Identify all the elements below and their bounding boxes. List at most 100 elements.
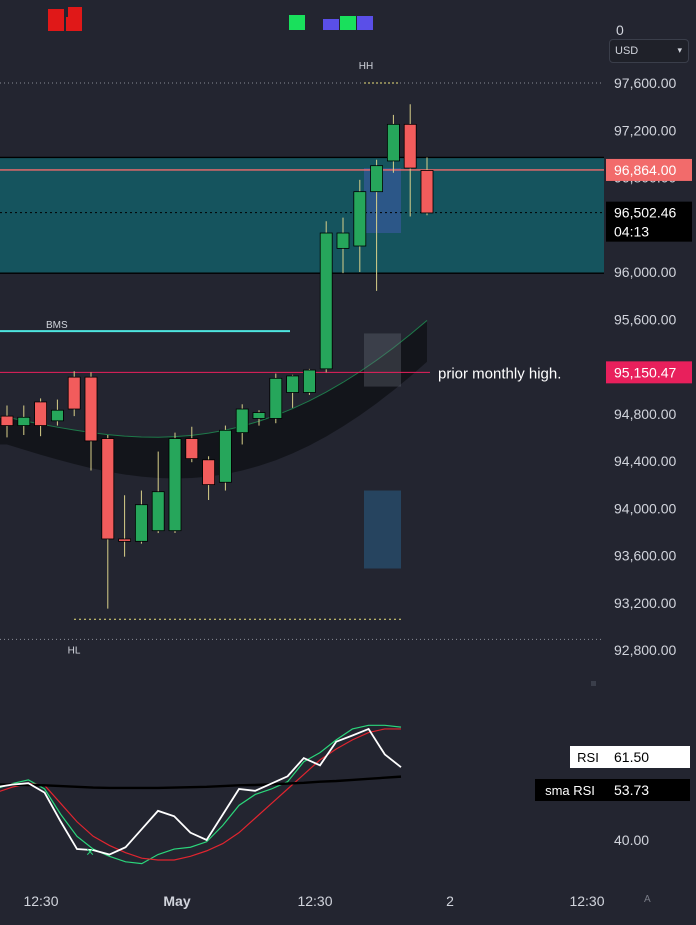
rsi-cross-marker: × (86, 844, 94, 860)
price-tick-label: 94,800.00 (614, 406, 676, 422)
rsi-value: 61.50 (614, 749, 649, 765)
candles-layer[interactable] (0, 104, 434, 609)
last-price-badge[interactable]: 96,502.46 04:13 (606, 201, 692, 242)
candle-16[interactable] (269, 373, 283, 424)
status-block-green-2 (340, 16, 356, 30)
chevron-down-icon: ▾ (677, 45, 682, 55)
sma-rsi-line (0, 775, 402, 790)
candle-body (34, 401, 47, 426)
candle-body (302, 369, 316, 393)
rsi-value-badge[interactable]: RSI 61.50 (570, 746, 690, 768)
candle-body (67, 376, 81, 410)
status-block-blue-1 (323, 19, 339, 30)
candle-body (151, 491, 165, 532)
candle-20[interactable] (336, 217, 350, 274)
time-axis-label: 12:30 (297, 893, 332, 909)
price-axis-layer[interactable]: 097,600.0097,200.0096,800.0096,400.0096,… (606, 22, 692, 658)
candle-19[interactable] (319, 221, 333, 373)
candle-body (403, 123, 417, 169)
price-tick-label: 96,000.00 (614, 264, 676, 280)
candle-11[interactable] (185, 426, 199, 463)
currency-select[interactable]: USD ▾ (609, 39, 689, 63)
candle-body (218, 429, 232, 483)
prior-monthly-high-price: 95,150.47 (614, 364, 676, 380)
candle-9[interactable] (151, 451, 165, 534)
candle-0[interactable] (0, 405, 14, 438)
candle-12[interactable] (202, 456, 216, 500)
prior-monthly-high-label: prior monthly high. (438, 365, 561, 382)
candle-8[interactable] (134, 490, 148, 544)
price-tick-label: 95,600.00 (614, 311, 676, 327)
status-block-red-tall (68, 7, 82, 31)
candle-countdown: 04:13 (614, 224, 649, 240)
candle-body (386, 123, 400, 162)
candle-body (319, 232, 333, 370)
candle-3[interactable] (51, 399, 64, 426)
candle-24[interactable] (403, 104, 417, 217)
prior-monthly-high-badge-bg (606, 361, 692, 384)
candle-body (370, 165, 384, 193)
candle-7[interactable] (118, 495, 131, 557)
highlight-boxes-layer (364, 168, 401, 569)
ma-upper-line (0, 320, 428, 438)
sma-rsi-value-bg (606, 779, 690, 801)
rsi-green-line (0, 724, 402, 865)
bms-label: BMS (46, 320, 68, 331)
demand-zone (0, 157, 604, 274)
candle-1[interactable] (17, 405, 31, 436)
candle-body (51, 409, 64, 422)
axis-top-label: 0 (616, 22, 624, 38)
pane-handle-icon[interactable] (591, 681, 596, 686)
candle-13[interactable] (218, 425, 232, 491)
candle-15[interactable] (252, 410, 266, 426)
time-axis-layer[interactable]: 12:30 May 12:30 2 12:30 (23, 893, 604, 909)
fvg-box-lower (364, 490, 401, 569)
candle-body (0, 415, 14, 426)
candle-21[interactable] (353, 179, 367, 272)
candle-body (168, 438, 182, 532)
candle-body (202, 459, 216, 486)
fvg-box-mid (364, 333, 401, 387)
candle-body (134, 504, 148, 542)
candle-14[interactable] (235, 404, 249, 445)
candle-22[interactable] (370, 159, 384, 291)
price-tick-label: 97,600.00 (614, 75, 676, 91)
status-block-blue-2 (357, 16, 373, 30)
ma-cloud (0, 320, 427, 479)
rsi-line (0, 727, 402, 856)
red-level-price: 96,864.00 (614, 162, 676, 178)
candle-body (420, 170, 434, 214)
candle-body (336, 232, 350, 249)
rsi-axis-tick: 40.00 (614, 832, 649, 848)
candle-18[interactable] (302, 368, 316, 395)
sma-rsi-value-badge[interactable]: sma RSI 53.73 (535, 779, 690, 801)
price-tick-label: 93,600.00 (614, 548, 676, 564)
candle-body (185, 438, 199, 460)
moving-average-band-layer (0, 320, 428, 479)
status-block-green (289, 15, 305, 30)
price-tick-label: 94,000.00 (614, 500, 676, 516)
price-tick-label: 92,800.00 (614, 642, 676, 658)
currency-select-value: USD (615, 45, 639, 57)
candle-5[interactable] (84, 372, 98, 471)
sma-rsi-label-bg (535, 779, 606, 801)
last-price-badge-bg (606, 201, 692, 242)
rsi-label-bg (570, 746, 606, 768)
red-level-badge[interactable]: 96,864.00 (606, 158, 692, 181)
candle-10[interactable] (168, 432, 182, 534)
hh-label: HH (359, 61, 373, 72)
rsi-pane-layer[interactable]: × 40.00 RSI 61.50 sma RSI 53.73 (0, 681, 690, 865)
candle-17[interactable] (286, 374, 300, 408)
candle-6[interactable] (101, 435, 115, 609)
candle-25[interactable] (420, 157, 434, 216)
candle-4[interactable] (67, 371, 81, 417)
candle-23[interactable] (386, 114, 400, 173)
red-level-badge-bg (606, 158, 692, 181)
auto-scale-button[interactable]: A (644, 894, 651, 905)
candle-body (101, 438, 115, 540)
candle-2[interactable] (34, 398, 47, 437)
prior-monthly-high-badge[interactable]: 95,150.47 (606, 361, 692, 384)
level-lines-layer (0, 82, 604, 640)
